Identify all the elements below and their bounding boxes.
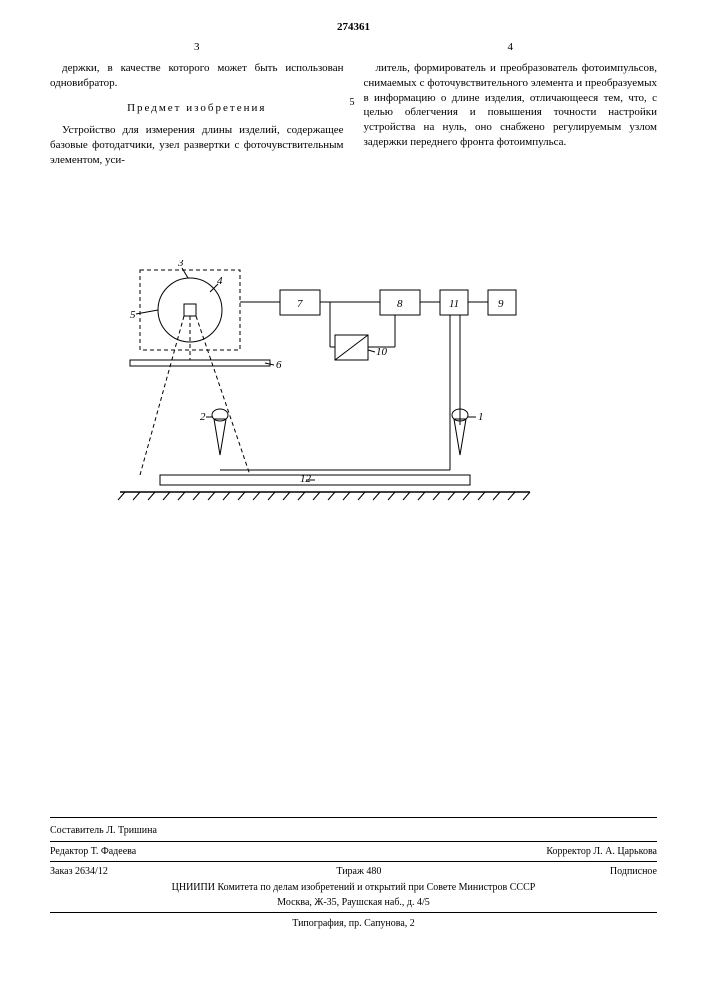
editor: Редактор Т. Фадеева (50, 845, 136, 859)
footer-rule-2 (50, 912, 657, 913)
tirazh: Тираж 480 (336, 865, 381, 879)
order-number: Заказ 2634/12 (50, 865, 108, 879)
label-5: 5 (130, 309, 136, 321)
margin-line-number: 5 (350, 96, 355, 110)
right-col-number: 4 (364, 40, 658, 55)
patent-number: 274361 (0, 20, 707, 35)
label-10: 10 (376, 346, 388, 358)
schematic-figure: 3 4 5 6 7 8 11 9 10 1 2 12 (100, 260, 600, 540)
label-12: 12 (300, 473, 312, 485)
corrector: Корректор Л. А. Царькова (546, 845, 657, 859)
publisher-addr: Москва, Ж-35, Раушская наб., д. 4/5 (50, 894, 657, 910)
typography: Типография, пр. Сапунова, 2 (50, 915, 657, 931)
schematic-svg: 3 4 5 6 7 8 11 9 10 1 2 12 (100, 260, 600, 540)
label-3: 3 (177, 260, 184, 269)
left-p1: держки, в качестве которого может быть и… (50, 61, 344, 91)
label-7: 7 (297, 298, 303, 310)
label-11: 11 (449, 298, 459, 310)
label-1: 1 (478, 411, 484, 423)
signed: Подписное (610, 865, 657, 879)
left-p2: Устройство для измерения длины изделий, … (50, 123, 344, 168)
compiler: Составитель Л. Тришина (50, 824, 157, 838)
right-column: 4 литель, формирователь и преобразовател… (364, 40, 658, 172)
label-6: 6 (276, 359, 282, 371)
label-2: 2 (200, 411, 206, 423)
label-9: 9 (498, 298, 504, 310)
label-8: 8 (397, 298, 403, 310)
left-column: 3 держки, в качестве которого может быть… (50, 40, 344, 172)
footer: Составитель Л. Тришина Редактор Т. Фадее… (50, 815, 657, 930)
publisher-org: ЦНИИПИ Комитета по делам изобретений и о… (50, 879, 657, 895)
text-columns: 3 держки, в качестве которого может быть… (50, 40, 657, 172)
right-p1: литель, формирователь и преобразователь … (364, 61, 658, 150)
label-4: 4 (217, 275, 223, 287)
left-col-number: 3 (50, 40, 344, 55)
footer-rule-1 (50, 817, 657, 818)
subject-heading: Предмет изобретения (50, 101, 344, 116)
